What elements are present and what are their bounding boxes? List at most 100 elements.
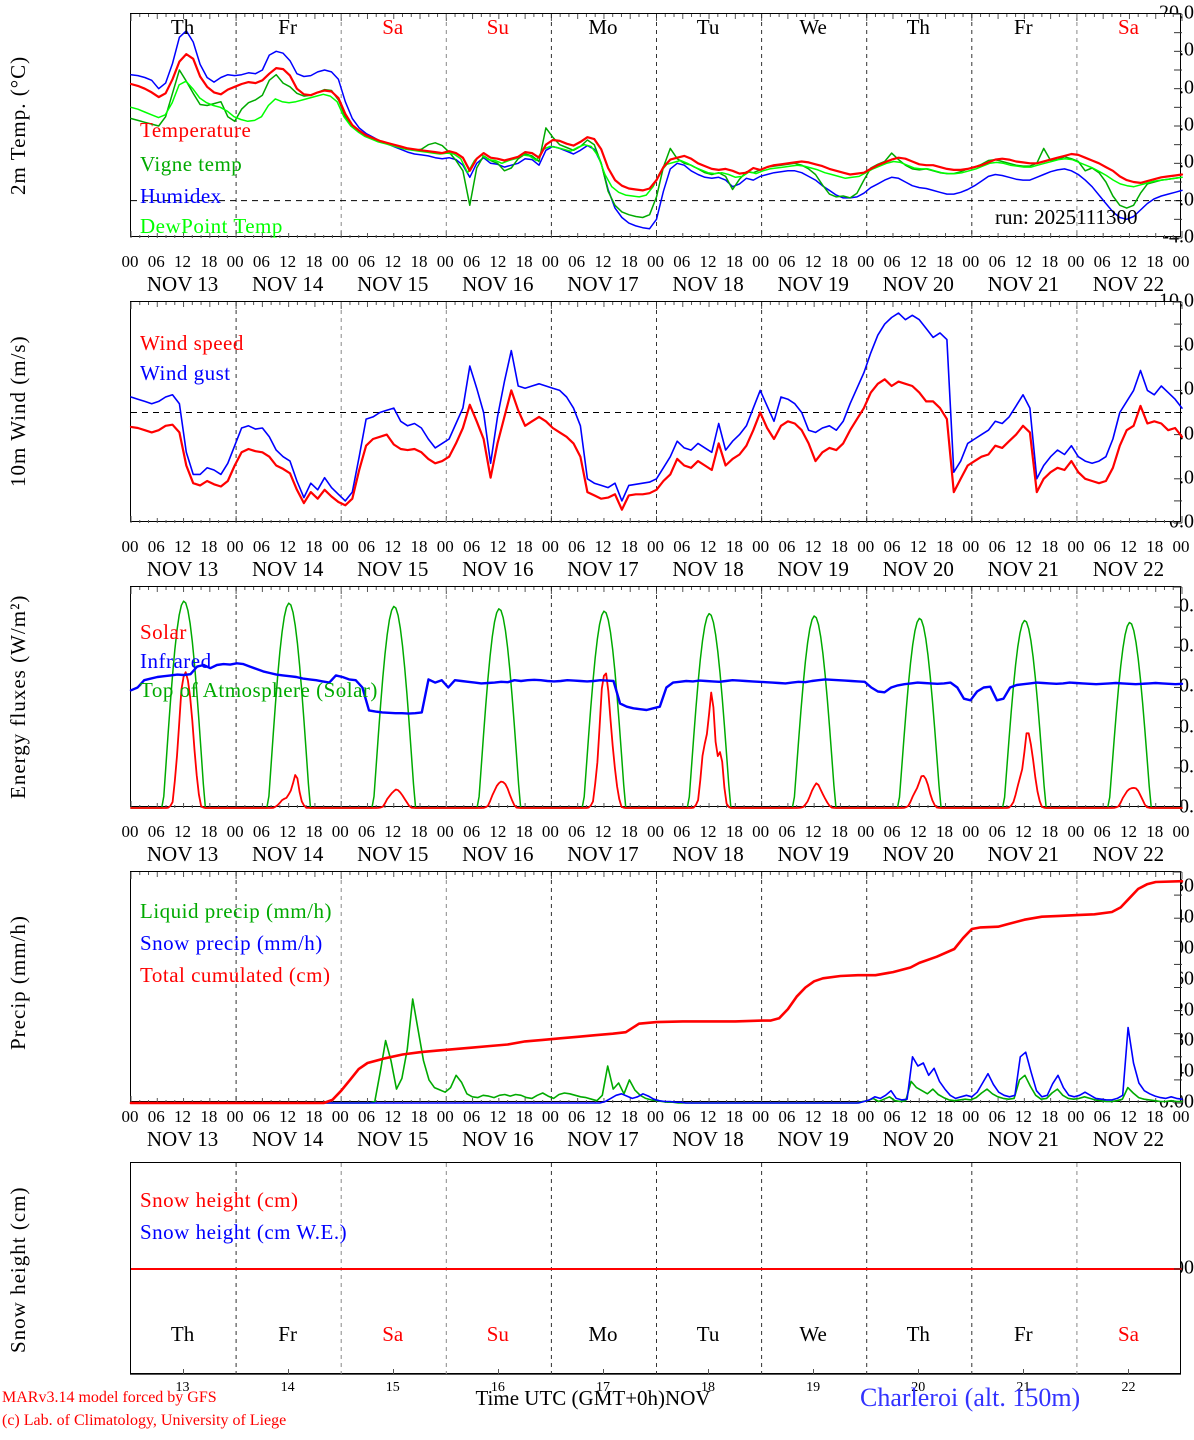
hour-tick-label: 12 [279,252,297,271]
day-date-label: NOV 20 [882,1127,954,1151]
hour-tick-label: 00 [226,822,244,841]
hour-tick-label: 00 [647,252,664,271]
day-weekday-label: Th [906,1322,930,1346]
hour-tick-label: 06 [463,822,481,841]
hour-tick-label: 12 [489,537,507,556]
legend-snow-height-we: Snow height (cm W.E.) [140,1220,348,1244]
plot-temperature [129,13,1184,239]
hour-tick-label: 18 [1146,822,1164,841]
hour-tick-label: 06 [252,252,270,271]
day-date-label: NOV 18 [672,842,744,866]
hour-tick-label: 06 [463,537,481,556]
day-weekday-label: Fr [1014,1322,1033,1346]
hour-tick-label: 00 [331,1107,349,1126]
hour-tick-label: 18 [725,822,743,841]
hour-tick-label: 00 [226,537,244,556]
hour-tick-label: 06 [568,537,586,556]
legend-temperature: Temperature [140,118,252,142]
legend-solar: Solar [140,620,187,644]
day-weekday-label: Fr [278,15,297,39]
day-date-label: NOV 22 [1092,842,1165,866]
hour-tick-label: 18 [936,252,954,271]
daynum-label: 20 [911,1380,926,1395]
plot-energy-fluxes [129,586,1184,809]
hour-tick-label: 12 [1119,537,1137,556]
hour-tick-label: 12 [1119,822,1137,841]
legend-snow-precip: Snow precip (mm/h) [140,931,323,955]
hour-tick-label: 18 [620,537,638,556]
legend-vigne-temp: Vigne temp [140,152,243,176]
hour-tick-label: 12 [699,252,717,271]
hour-tick-label: 00 [1172,252,1190,271]
day-date-label: NOV 16 [462,842,534,866]
hour-tick-label: 18 [1041,1107,1059,1126]
hour-tick-label: 06 [252,537,270,556]
hour-tick-label: 12 [1014,537,1032,556]
hour-tick-label: 06 [883,1107,901,1126]
hour-tick-label: 18 [305,1107,323,1126]
hour-tick-label: 06 [463,1107,481,1126]
hour-tick-label: 00 [857,537,875,556]
hour-tick-label: 06 [1093,822,1111,841]
x-axis-title-text: Time UTC (GMT+0h) [475,1386,666,1410]
daynum-tick [497,1369,499,1375]
day-date-label: NOV 15 [357,272,429,296]
day-weekday-label: We [799,1322,827,1346]
hour-tick-label: 12 [804,1107,822,1126]
daynum-tick [182,1369,184,1375]
day-date-label: NOV 17 [567,842,639,866]
hour-tick-label: 06 [778,822,796,841]
hour-tick-label: 00 [857,822,875,841]
hour-tick-label: 00 [121,822,139,841]
legend-top-of-atmosphere: Top of Atmosphere (Solar) [140,678,378,702]
hour-tick-label: 12 [699,537,717,556]
hour-tick-label: 12 [489,1107,507,1126]
hour-tick-label: 06 [778,537,796,556]
day-date-label: NOV 21 [987,1127,1060,1151]
day-weekday-label: We [799,15,827,39]
hour-tick-label: 00 [541,1107,559,1126]
hour-tick-label: 18 [200,252,218,271]
hour-tick-label: 18 [410,537,428,556]
day-date-label: NOV 21 [987,842,1060,866]
day-date-label: NOV 15 [357,1127,429,1151]
hour-tick-label: 18 [515,1107,533,1126]
hour-tick-label: 00 [436,252,454,271]
day-weekday-label: Tu [696,1322,720,1346]
hour-tick-label: 00 [1067,252,1085,271]
hour-tick-label: 00 [226,1107,244,1126]
daynum-label: 21 [1016,1380,1031,1395]
hour-tick-label: 00 [962,822,980,841]
hour-tick-label: 06 [147,1107,165,1126]
hour-tick-label: 18 [725,537,743,556]
hour-tick-label: 18 [620,822,638,841]
day-date-label: NOV 21 [987,272,1060,296]
station-label: Charleroi (alt. 150m) [860,1383,1081,1412]
hour-tick-label: 12 [594,252,612,271]
hour-tick-label: 12 [489,252,507,271]
daynum-label: 17 [595,1380,610,1395]
day-date-label: NOV 14 [251,842,324,866]
model-credit-line2: (c) Lab. of Climatology, University of L… [2,1412,287,1429]
day-date-label: NOV 16 [462,557,534,581]
hour-tick-label: 12 [279,1107,297,1126]
day-date-label: NOV 19 [777,272,849,296]
day-date-label: NOV 19 [777,1127,849,1151]
hour-tick-label: 06 [568,252,586,271]
day-date-label: NOV 13 [146,842,219,866]
hour-tick-label: 12 [489,822,507,841]
legend-dewpoint-temp: DewPoint Temp [140,214,283,238]
hour-tick-label: 06 [883,822,901,841]
hour-tick-label: 18 [1041,537,1059,556]
hour-tick-label: 06 [252,822,270,841]
day-date-label: NOV 22 [1092,557,1165,581]
hour-tick-label: 06 [463,252,481,271]
hour-tick-label: 12 [909,822,927,841]
daynum-label: 14 [280,1380,295,1395]
day-date-label: NOV 13 [146,272,219,296]
hour-tick-label: 06 [778,252,796,271]
panel-energy-fluxes: Energy fluxes (W/m²) 500.400.300.200.100… [0,570,1194,866]
hour-tick-label: 12 [279,537,297,556]
hour-tick-label: 06 [673,822,691,841]
hour-tick-label: 18 [515,252,533,271]
